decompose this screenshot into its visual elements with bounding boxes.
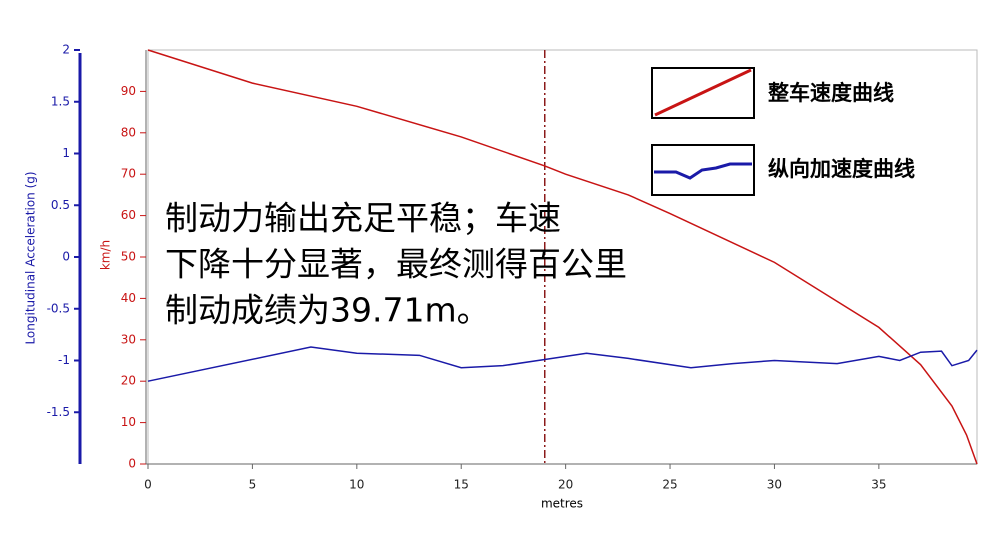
y2-tick-label: 0 — [62, 250, 70, 264]
series-line — [147, 49, 978, 465]
legend-sample — [654, 162, 752, 180]
legend-swatch — [651, 144, 755, 196]
series-line — [147, 346, 978, 382]
y2-axis-label: Longitudinal Acceleration (g) — [24, 171, 38, 344]
y2-tick-label: 1 — [62, 146, 70, 160]
x-axis-label: metres — [541, 497, 583, 511]
y2-tick-label: -0.5 — [47, 301, 70, 315]
y2-tick-label: 2 — [62, 43, 70, 57]
y-tick-label: 90 — [121, 84, 136, 98]
x-tick-label: 35 — [871, 478, 886, 492]
y-tick-label: 20 — [121, 374, 136, 388]
legend-label: 纵向加速度曲线 — [768, 157, 915, 181]
annotation: 制动成绩为39.71m。 — [165, 291, 490, 330]
y2-tick-label: -1 — [58, 353, 70, 367]
x-tick-label: 25 — [662, 478, 677, 492]
legend-sample — [654, 68, 752, 117]
x-tick-label: 15 — [454, 478, 469, 492]
y2-tick-label: 0.5 — [51, 198, 70, 212]
y-tick-label: 40 — [121, 291, 136, 305]
y-tick-label: 10 — [121, 415, 136, 429]
y-tick-label: 30 — [121, 332, 136, 346]
x-tick-label: 0 — [144, 478, 152, 492]
y-tick-label: 50 — [121, 250, 136, 264]
y-axis-label: km/h — [99, 240, 113, 270]
y-tick-label: 60 — [121, 208, 136, 222]
annotation: 制动力输出充足平稳；车速 — [165, 199, 561, 238]
y-tick-label: 70 — [121, 167, 136, 181]
plot-area — [147, 49, 978, 465]
legend-label: 整车速度曲线 — [768, 81, 894, 105]
x-tick-label: 5 — [249, 478, 257, 492]
y-tick-label: 80 — [121, 125, 136, 139]
x-tick-label: 30 — [767, 478, 782, 492]
y2-tick-label: 1.5 — [51, 94, 70, 108]
x-tick-label: 20 — [558, 478, 573, 492]
y2-tick-label: -1.5 — [47, 405, 70, 419]
x-tick-label: 10 — [349, 478, 364, 492]
y-tick-label: 0 — [128, 457, 136, 471]
annotation: 下降十分显著，最终测得百公里 — [165, 245, 627, 284]
